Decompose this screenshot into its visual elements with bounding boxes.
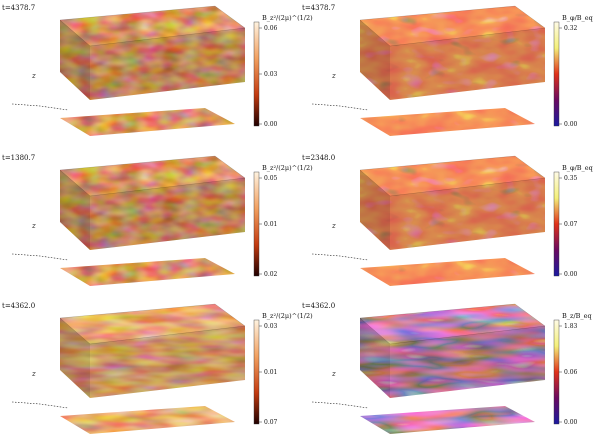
axis-label: z: [31, 222, 36, 230]
slice-plane: [360, 108, 535, 136]
slice-plane: [360, 258, 535, 286]
volume-render: [60, 304, 245, 398]
colorbar-tick-label: 0.05: [264, 175, 278, 182]
cube-side-face: [90, 28, 245, 100]
panel-1: t=4378.7 z B_z²/(2μ)^(1/2) 0.06 0.03 0.00: [2, 4, 313, 136]
cube-top-face: [59, 303, 246, 345]
time-label: t=4378.7: [302, 4, 335, 12]
cube-front-face: [360, 170, 390, 250]
time-label: t=4362.0: [2, 302, 35, 310]
colorbar-tick-label: 0.32: [564, 25, 578, 32]
colorbar-tick-label: 1.83: [564, 323, 578, 330]
colorbar-label: B_z²/(2μ)^(1/2): [262, 164, 313, 172]
colorbar-label: B_z²/(2μ)^(1/2): [262, 312, 313, 320]
axis-label: z: [331, 72, 336, 80]
panel-3: t=1380.7 z B_z²/(2μ)^(1/2) 0.05 0.01 0.02: [2, 154, 313, 286]
panel-5: t=4362.0 z B_z²/(2μ)^(1/2) 0.03 0.01 0.07: [2, 302, 313, 434]
colorbar-tick-label: 0.03: [264, 323, 278, 330]
slice-indicator: [311, 103, 369, 111]
colorbar-tick-label: 0.06: [564, 369, 578, 376]
colorbar-tick-label: 0.02: [264, 271, 278, 278]
time-label: t=4362.0: [302, 302, 335, 310]
time-label: t=4378.7: [2, 4, 35, 12]
time-label: t=1380.7: [2, 154, 35, 162]
cube-side-face: [390, 326, 545, 398]
colorbar-tick-label: 0.06: [264, 25, 278, 32]
cube-front-face: [60, 318, 90, 398]
volume-render: [360, 156, 545, 250]
slice-plane: [60, 258, 235, 286]
volume-render: [60, 156, 245, 250]
slice-plane: [360, 406, 535, 434]
colorbar-tick-label: 0.07: [264, 419, 278, 426]
colorbar-label: B_z/B_eq: [562, 312, 592, 320]
colorbar-label: B_φ/B_eq: [562, 164, 593, 172]
panel-2: t=4378.7 z B_φ/B_eq 0.32 0.00: [302, 4, 593, 136]
slice-plane: [60, 108, 235, 136]
slice-indicator: [311, 253, 369, 261]
cube-side-face: [390, 28, 545, 100]
axis-label: z: [331, 370, 336, 378]
colorbar: [553, 21, 560, 127]
cube-front-face: [60, 20, 90, 100]
cube-side-face: [90, 326, 245, 398]
colorbar: [253, 21, 260, 127]
cube-front-face: [360, 20, 390, 100]
volume-render: [60, 6, 245, 100]
slice-indicator: [11, 253, 69, 261]
cube-top-face: [359, 5, 546, 47]
panel-4: t=2348.0 z B_φ/B_eq 0.35 0.07 0.00: [302, 154, 593, 286]
colorbar-tick-label: 0.01: [264, 369, 277, 376]
colorbar-tick-label: 0.03: [264, 71, 278, 78]
colorbar-label: B_z²/(2μ)^(1/2): [262, 14, 313, 22]
slice-indicator: [11, 103, 69, 111]
cube-side-face: [90, 178, 245, 250]
cube-top-face: [59, 155, 246, 197]
time-label: t=2348.0: [302, 154, 335, 162]
panel-6: t=4362.0 z B_z/B_eq 1.83 0.06 0.00: [302, 302, 592, 434]
colorbar: [553, 319, 560, 425]
colorbar: [253, 319, 260, 425]
axis-label: z: [31, 370, 36, 378]
cube-side-face: [390, 178, 545, 250]
slice-indicator: [11, 401, 69, 409]
colorbar-tick-label: 0.35: [564, 175, 578, 182]
axis-label: z: [331, 222, 336, 230]
cube-top-face: [59, 5, 246, 47]
colorbar-label: B_φ/B_eq: [562, 14, 593, 22]
volume-render: [360, 304, 545, 398]
colorbar-tick-label: 0.01: [264, 221, 277, 228]
cube-top-face: [359, 303, 546, 345]
colorbar-tick-label: 0.00: [564, 419, 578, 426]
cube-top-face: [359, 155, 546, 197]
axis-label: z: [31, 72, 36, 80]
colorbar-tick-label: 0.07: [564, 221, 578, 228]
volume-render: [360, 6, 545, 100]
colorbar-tick-label: 0.00: [264, 121, 278, 128]
colorbar: [253, 171, 260, 277]
colorbar-tick-label: 0.00: [564, 121, 578, 128]
colorbar-tick-label: 0.00: [564, 271, 578, 278]
colorbar: [553, 171, 560, 277]
cube-front-face: [60, 170, 90, 250]
cube-front-face: [360, 318, 390, 398]
slice-indicator: [311, 401, 369, 409]
slice-plane: [60, 406, 235, 434]
